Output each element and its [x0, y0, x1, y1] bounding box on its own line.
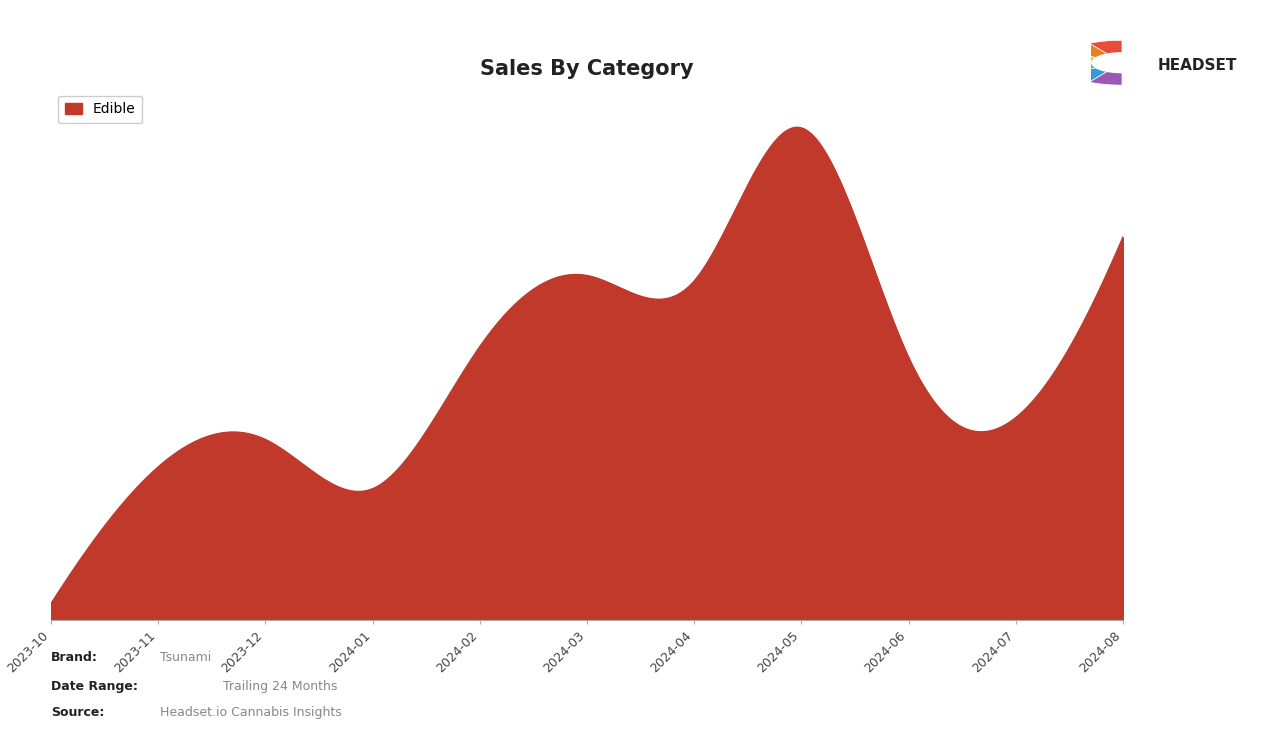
Legend: Edible: Edible — [57, 95, 143, 123]
Text: Source:: Source: — [51, 706, 105, 719]
Wedge shape — [1090, 63, 1122, 85]
Text: Brand:: Brand: — [51, 650, 98, 663]
Text: Headset.io Cannabis Insights: Headset.io Cannabis Insights — [160, 706, 341, 719]
Wedge shape — [1090, 41, 1122, 63]
Wedge shape — [1065, 44, 1122, 63]
Wedge shape — [1057, 63, 1122, 74]
Circle shape — [1091, 52, 1154, 73]
Wedge shape — [1065, 63, 1122, 82]
Title: Sales By Category: Sales By Category — [480, 59, 694, 79]
Text: Tsunami: Tsunami — [160, 650, 211, 663]
Text: Trailing 24 Months: Trailing 24 Months — [223, 680, 338, 693]
Text: HEADSET: HEADSET — [1159, 58, 1238, 73]
Wedge shape — [1057, 52, 1122, 63]
Text: Date Range:: Date Range: — [51, 680, 138, 693]
